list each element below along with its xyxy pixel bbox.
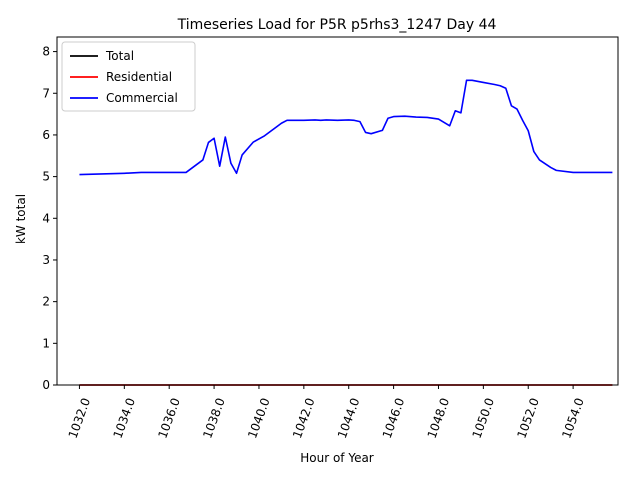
y-axis-label: kW total [14,194,28,244]
y-tick-label: 1 [42,336,50,350]
x-tick-label: 1032.0 [66,396,94,440]
y-tick-label: 6 [42,128,50,142]
y-tick-label: 5 [42,170,50,184]
legend: Total Residential Commercial [61,41,196,112]
chart-title: Timeseries Load for P5R p5rhs3_1247 Day … [177,17,497,33]
x-tick-label: 1040.0 [245,396,273,440]
y-tick-label: 3 [42,253,50,267]
y-tick-label: 4 [42,211,50,225]
x-tick-label: 1052.0 [514,396,542,440]
x-tick-label: 1036.0 [155,396,183,440]
legend-entry: Total [105,49,134,63]
legend-entry: Residential [106,70,172,84]
y-tick-label: 7 [42,86,50,100]
x-axis: 1032.0 1034.0 1036.0 1038.0 1040.0 1042.0 1044… [66,385,587,440]
x-tick-label: 1046.0 [380,396,408,440]
y-tick-label: 8 [42,45,50,59]
x-tick-label: 1044.0 [335,396,363,440]
y-tick-label: 0 [42,378,50,392]
x-tick-label: 1042.0 [290,396,318,440]
plot-area [56,36,619,386]
plot-frame [56,36,619,386]
x-tick-label: 1050.0 [470,396,498,440]
y-tick-label: 2 [42,295,50,309]
x-tick-label: 1048.0 [425,396,453,440]
x-tick-label: 1034.0 [111,396,139,440]
series-line-commercial [79,79,613,176]
x-tick-label: 1038.0 [200,396,228,440]
x-tick-label: 1054.0 [559,396,587,440]
legend-entry: Commercial [106,91,178,105]
legend-box [61,41,196,112]
x-axis-label: Hour of Year [300,451,374,465]
y-axis: 0 1 2 3 4 5 6 7 8 [42,45,57,392]
